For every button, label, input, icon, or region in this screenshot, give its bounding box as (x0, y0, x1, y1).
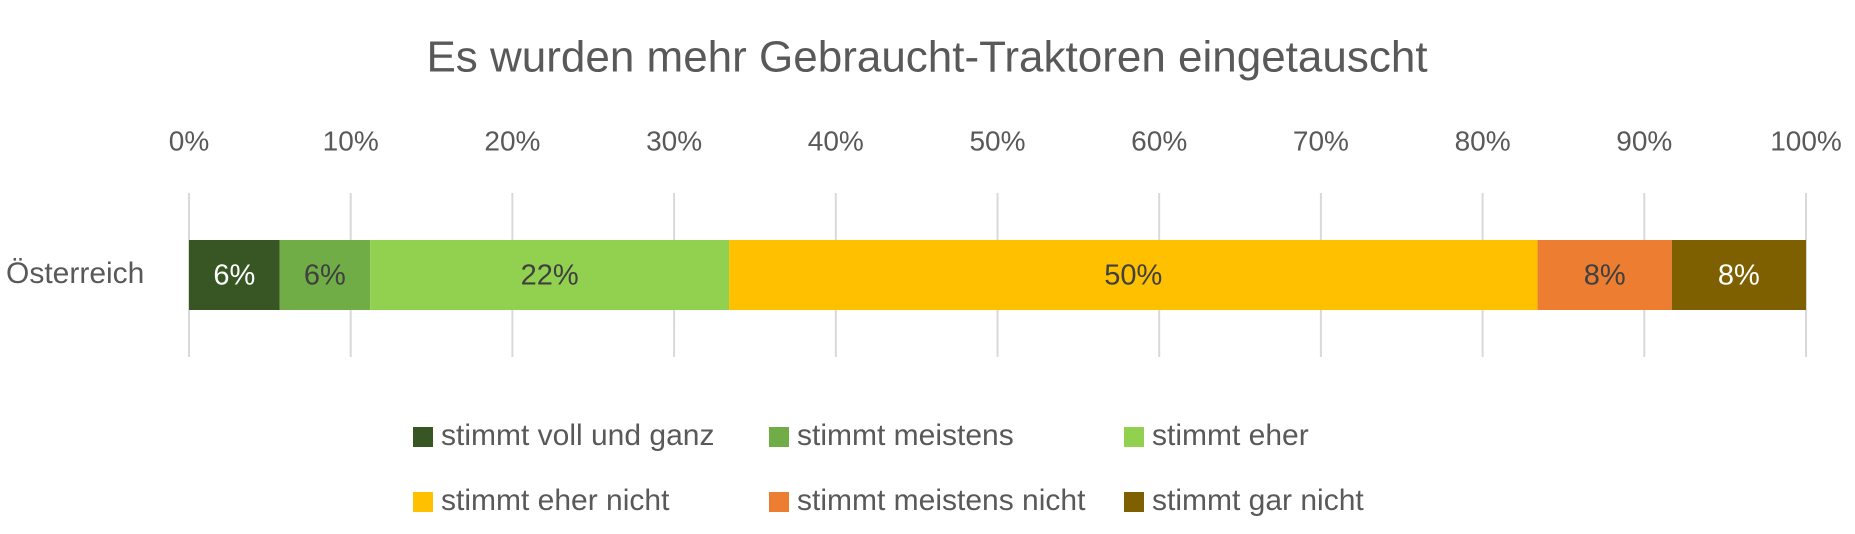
x-tick-label: 100% (1770, 125, 1842, 156)
x-tick-label: 20% (484, 125, 540, 156)
legend-swatch (413, 427, 433, 447)
value-label: 50% (1104, 260, 1162, 292)
bar-segment (189, 240, 280, 310)
value-label: 8% (1718, 260, 1760, 292)
x-tick-label: 90% (1616, 125, 1672, 156)
x-tick-label: 40% (808, 125, 864, 156)
bar-segment (370, 240, 730, 310)
x-tick-label: 50% (969, 125, 1025, 156)
value-label: 6% (304, 260, 346, 292)
legend-label: stimmt meistens (797, 419, 1014, 452)
x-tick-label: 80% (1455, 125, 1511, 156)
category-label: Österreich (6, 257, 144, 290)
legend-label: stimmt eher (1152, 419, 1309, 452)
legend-swatch (1124, 427, 1144, 447)
bar-segment (729, 240, 1538, 310)
legend-swatch (769, 427, 789, 447)
legend-swatch (769, 492, 789, 512)
x-tick-label: 0% (169, 125, 209, 156)
legend-swatch (413, 492, 433, 512)
legend-label: stimmt eher nicht (441, 484, 670, 517)
x-tick-label: 70% (1293, 125, 1349, 156)
bar-segment (1537, 240, 1672, 310)
legend-swatch (1124, 492, 1144, 512)
value-label: 8% (1584, 260, 1626, 292)
bar-segment (279, 240, 371, 310)
legend-label: stimmt voll und ganz (441, 419, 714, 452)
legend-label: stimmt gar nicht (1152, 484, 1364, 517)
legend-label: stimmt meistens nicht (797, 484, 1086, 517)
value-label: 6% (213, 260, 255, 292)
chart-title: Es wurden mehr Gebraucht-Traktoren einge… (426, 33, 1427, 82)
bar-segment (1671, 240, 1806, 310)
x-tick-label: 10% (323, 125, 379, 156)
x-tick-label: 60% (1131, 125, 1187, 156)
x-tick-label: 30% (646, 125, 702, 156)
value-label: 22% (521, 260, 579, 292)
